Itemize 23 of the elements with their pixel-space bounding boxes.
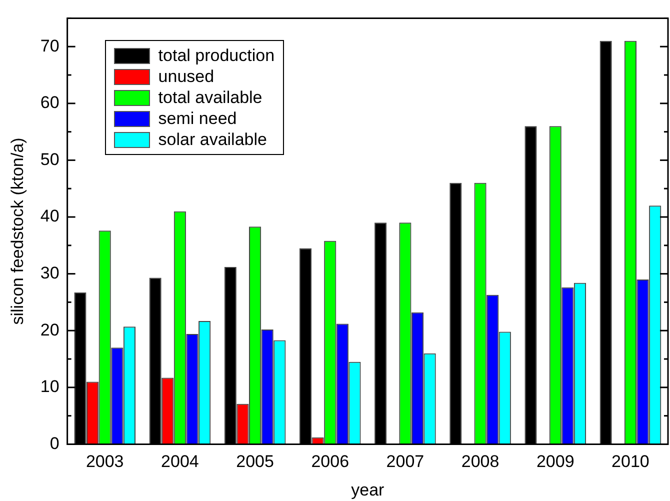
y-tick-label: 10: [40, 377, 60, 396]
x-tick-label: 2009: [536, 452, 574, 472]
y-tick-label: 0: [50, 434, 60, 453]
y-tick-label: 60: [40, 93, 60, 112]
y-tick-label: 40: [40, 206, 60, 226]
legend-label: total available: [158, 88, 262, 108]
legend-label: unused: [158, 66, 214, 87]
x-tick-label: 2007: [386, 452, 424, 472]
y-tick-label: 30: [40, 263, 60, 282]
y-tick-label: 50: [40, 150, 60, 169]
y-axis-title: silicon feedstock (kton/a): [8, 138, 27, 325]
x-tick-label: 2004: [161, 452, 199, 472]
x-tick-label: 2003: [86, 452, 124, 472]
x-tick-label: 2008: [461, 452, 500, 472]
x-axis-title: year: [351, 480, 385, 500]
legend-label: total production: [158, 46, 275, 66]
y-tick-label: 20: [40, 320, 60, 340]
x-tick-label: 2005: [236, 452, 274, 472]
x-tick-label: 2006: [311, 452, 350, 472]
legend-label: semi need: [158, 108, 237, 129]
legend-label: solar available: [158, 130, 267, 150]
x-tick-label: 2010: [612, 452, 650, 472]
y-tick-label: 70: [40, 36, 60, 56]
